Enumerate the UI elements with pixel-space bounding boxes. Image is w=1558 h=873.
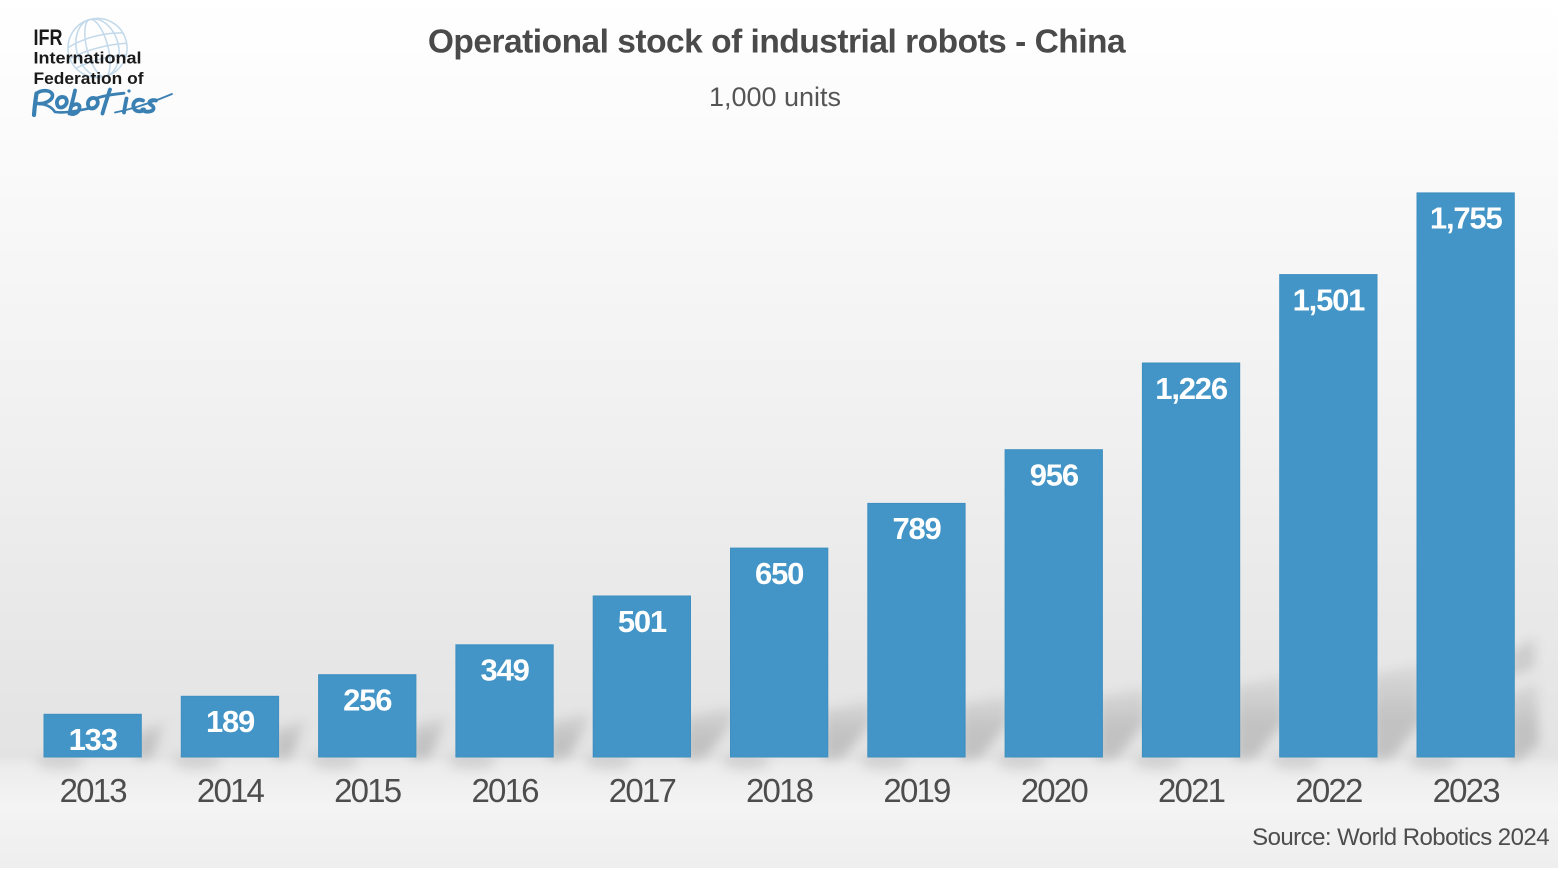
svg-text:2018: 2018: [746, 772, 813, 809]
svg-text:2015: 2015: [334, 772, 401, 809]
svg-text:2021: 2021: [1158, 772, 1225, 809]
svg-text:Operational stock of industria: Operational stock of industrial robots -…: [428, 24, 1126, 61]
svg-text:2022: 2022: [1295, 772, 1362, 809]
svg-text:501: 501: [618, 604, 667, 639]
svg-text:2014: 2014: [197, 772, 265, 809]
svg-text:1,501: 1,501: [1293, 282, 1366, 317]
svg-text:256: 256: [343, 683, 392, 718]
svg-text:2019: 2019: [883, 772, 950, 809]
svg-text:189: 189: [206, 704, 255, 739]
svg-text:Source: World Robotics 2024: Source: World Robotics 2024: [1252, 824, 1549, 851]
svg-text:1,226: 1,226: [1155, 371, 1228, 406]
svg-text:Federation of: Federation of: [34, 70, 145, 88]
svg-text:789: 789: [892, 511, 941, 546]
svg-text:2013: 2013: [60, 772, 127, 809]
svg-text:2016: 2016: [471, 772, 538, 809]
svg-text:956: 956: [1030, 458, 1079, 493]
svg-text:2020: 2020: [1021, 772, 1089, 809]
svg-text:133: 133: [69, 722, 118, 757]
svg-text:IFR: IFR: [34, 25, 63, 50]
svg-text:1,000 units: 1,000 units: [709, 82, 841, 112]
svg-text:2017: 2017: [609, 772, 676, 809]
svg-text:1,755: 1,755: [1430, 201, 1503, 236]
svg-text:650: 650: [755, 556, 803, 591]
svg-text:349: 349: [481, 653, 530, 688]
svg-text:2023: 2023: [1433, 772, 1500, 809]
svg-text:International: International: [34, 50, 142, 68]
